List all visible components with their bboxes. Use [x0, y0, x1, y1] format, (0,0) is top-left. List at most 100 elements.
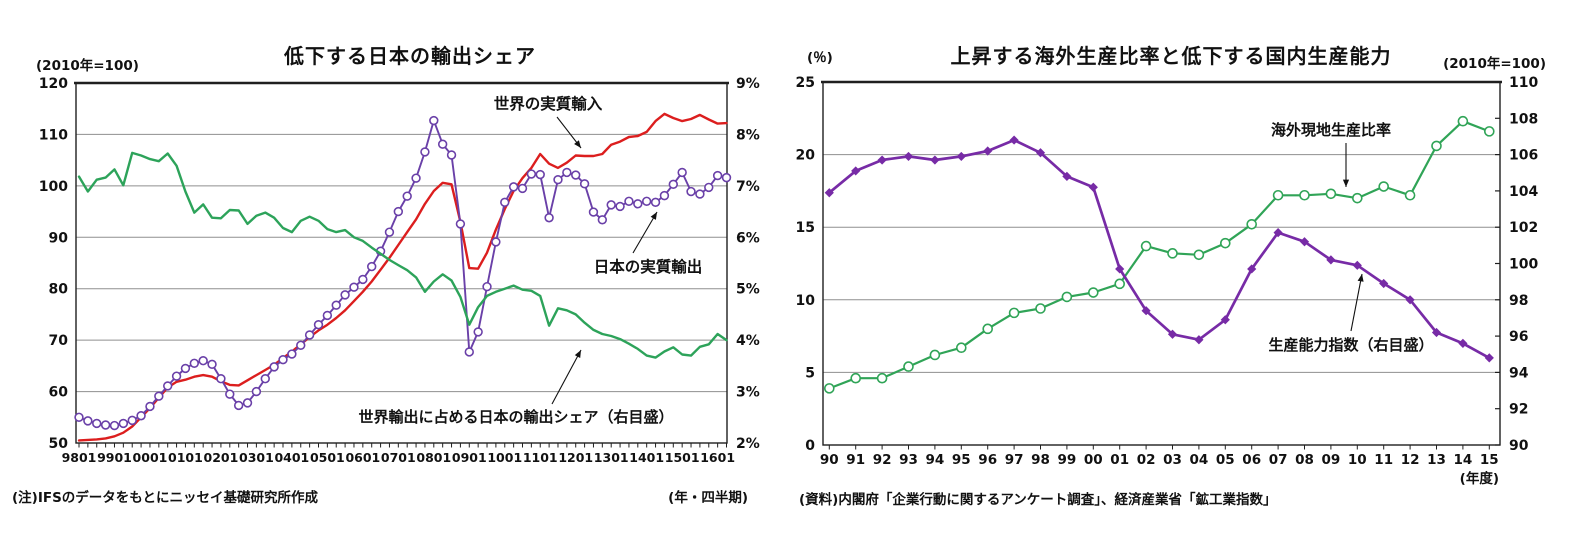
series-1-marker [677, 167, 687, 178]
series-1-marker [1220, 315, 1230, 325]
series-0-marker [1351, 192, 1363, 204]
plot-area-production: 2520151050110108106104102100989694929090… [796, 75, 1539, 468]
series-0-marker [1114, 278, 1126, 290]
series-1-marker [473, 327, 483, 337]
left-axis-tick-label: 15 [796, 220, 815, 236]
series-0-marker [1140, 240, 1152, 252]
x-axis-label: 1101 [523, 450, 558, 465]
series-1-marker [171, 371, 182, 381]
chart-overseas-production: 上昇する海外生産比率と低下する国内生産能力 (％) (2010年=100) 25… [791, 0, 1582, 544]
series-line-2 [77, 151, 728, 359]
x-axis-label: 0301 [239, 450, 274, 465]
series-1-marker [877, 155, 887, 165]
left-axis-tick-label: 110 [39, 127, 68, 143]
series-0-marker [1457, 115, 1469, 127]
right-axis-tick-label: 8% [736, 127, 760, 143]
series-1-marker [242, 398, 253, 408]
series-1-marker [358, 274, 368, 285]
series-1-marker [491, 237, 501, 247]
series-1-marker [1088, 182, 1098, 192]
series-1-marker [633, 199, 643, 209]
annotation-arrow [632, 211, 658, 254]
series-1-marker [393, 206, 404, 217]
right-axis-tick-label: 3% [736, 385, 760, 401]
x-axis-label: 0401 [274, 450, 309, 465]
left-axis-unit-label: (2010年=100) [36, 58, 139, 74]
chart-title: 低下する日本の輸出シェア [284, 44, 536, 68]
x-axis-label: 0101 [168, 450, 203, 465]
series-annotation-label: 日本の実質輸出 [594, 257, 703, 276]
x-axis-label: 91 [846, 452, 865, 468]
right-axis-tick-label: 100 [1509, 257, 1538, 273]
series-1-marker [145, 401, 155, 412]
right-axis-tick-label: 98 [1509, 293, 1528, 309]
x-axis-label: 1501 [665, 450, 700, 465]
series-0-marker [1167, 248, 1178, 259]
series-1-marker [526, 169, 537, 179]
series-1-marker [956, 151, 966, 162]
series-1-marker [668, 179, 678, 190]
source-note: (注)IFSのデータをもとにニッセイ基礎研究所作成 [12, 490, 319, 506]
series-1-marker [455, 219, 466, 229]
x-axis-label: 93 [899, 452, 918, 468]
x-axis-label: 07 [1269, 452, 1288, 468]
series-1-marker [704, 182, 714, 193]
series-1-marker [207, 359, 217, 370]
series-0-marker [1272, 189, 1284, 201]
series-1-marker [1431, 327, 1442, 338]
right-axis-tick-label: 5% [736, 282, 760, 298]
right-axis-tick-label: 104 [1509, 184, 1538, 200]
left-axis-tick-label: 80 [49, 282, 69, 298]
series-1-marker [1194, 335, 1204, 345]
series-annotation-label: 生産能力指数（右目盛） [1268, 336, 1433, 354]
series-1-marker [1009, 135, 1019, 145]
series-1-marker [109, 420, 120, 431]
right-axis-tick-label: 106 [1509, 148, 1538, 164]
series-1-marker [198, 356, 208, 366]
right-axis-tick-label: 2% [736, 436, 760, 452]
left-axis-tick-label: 0 [805, 438, 815, 454]
series-1-marker [163, 381, 173, 391]
annotation-arrowhead [1357, 274, 1364, 282]
series-1-marker [686, 186, 696, 197]
x-axis-label: 10 [1348, 452, 1367, 468]
x-axis-label: 95 [952, 452, 971, 468]
series-1-marker [118, 418, 129, 429]
x-axis-label: 0201 [204, 450, 239, 465]
x-axis-label: 13 [1427, 452, 1446, 468]
series-1-marker [446, 150, 457, 160]
series-0-marker [1299, 189, 1310, 201]
series-1-marker [712, 170, 723, 181]
right-axis-tick-label: 9% [736, 76, 760, 92]
series-1-marker [340, 290, 350, 300]
series-1-marker [695, 189, 705, 199]
right-axis-tick-label: 7% [736, 179, 760, 195]
right-axis-tick-label: 90 [1509, 438, 1529, 454]
series-0-marker [1008, 307, 1020, 319]
series-1-marker [420, 147, 430, 157]
series-1-marker [1273, 228, 1283, 238]
x-axis-label: 09 [1322, 452, 1341, 468]
series-1-marker [74, 412, 84, 422]
series-1-marker [903, 151, 914, 162]
series-0-marker [1087, 287, 1099, 298]
series-1-marker [402, 191, 412, 201]
series-1-marker [1379, 278, 1389, 289]
series-1-marker [225, 389, 235, 399]
series-1-marker [517, 183, 528, 194]
series-1-marker [251, 386, 262, 397]
left-axis-tick-label: 25 [796, 75, 815, 91]
x-axis-label: 1001 [487, 450, 522, 465]
annotation-arrow [1350, 273, 1363, 332]
series-0-marker [956, 342, 967, 354]
left-axis-tick-label: 50 [49, 436, 69, 452]
x-axis-label: 12 [1401, 452, 1420, 468]
x-axis-label: 0601 [345, 450, 380, 465]
series-1-marker [429, 115, 439, 126]
series-1-marker [464, 347, 474, 357]
x-axis-label: 96 [978, 452, 997, 468]
x-axis-label: 1601 [700, 450, 735, 465]
x-axis-unit-note: (年度) [1459, 471, 1499, 487]
series-1-marker [482, 281, 492, 292]
chart-title: 上昇する海外生産比率と低下する国内生産能力 [950, 44, 1392, 68]
